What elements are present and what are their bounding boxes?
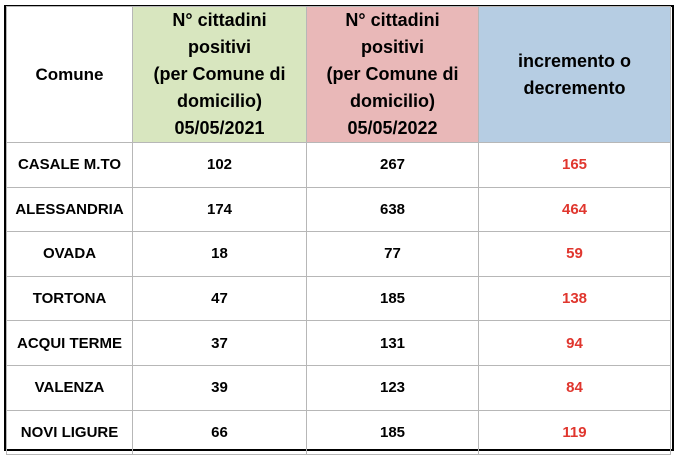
table-row: CASALE M.TO 102 267 165 xyxy=(6,142,671,188)
header-2021: N° cittadini positivi (per Comune di dom… xyxy=(132,6,307,143)
table-row: VALENZA 39 123 84 xyxy=(6,364,671,411)
cell-2022: 185 xyxy=(306,409,479,456)
cell-comune: ALESSANDRIA xyxy=(6,186,133,233)
cell-comune: ACQUI TERME xyxy=(6,320,133,366)
cell-comune: NOVI LIGURE xyxy=(6,409,133,456)
header-delta: incremento o decremento xyxy=(478,6,671,143)
cell-2022: 185 xyxy=(306,275,479,322)
header-line: 05/05/2021 xyxy=(174,118,265,138)
cell-delta: 464 xyxy=(478,186,671,233)
cell-2022: 77 xyxy=(306,231,479,277)
cell-2021: 47 xyxy=(132,275,307,322)
positivi-table: Comune N° cittadini positivi (per Comune… xyxy=(6,6,671,456)
header-line: (per Comune di xyxy=(326,64,459,84)
header-comune: Comune xyxy=(6,6,133,143)
table-row: ALESSANDRIA 174 638 464 xyxy=(6,186,671,233)
cell-2021: 39 xyxy=(132,364,307,411)
cell-comune: OVADA xyxy=(6,231,133,277)
cell-comune: VALENZA xyxy=(6,364,133,411)
cell-2022: 267 xyxy=(306,142,479,188)
cell-delta: 94 xyxy=(478,320,671,366)
header-line: (per Comune di xyxy=(153,64,286,84)
cell-delta: 59 xyxy=(478,231,671,277)
header-line: domicilio) xyxy=(177,91,262,111)
header-line: 05/05/2022 xyxy=(347,118,438,138)
header-2022: N° cittadini positivi (per Comune di dom… xyxy=(306,6,479,143)
header-line: incremento o xyxy=(517,50,632,71)
cell-comune: CASALE M.TO xyxy=(6,142,133,188)
header-line: domicilio) xyxy=(350,91,435,111)
table-row: NOVI LIGURE 66 185 119 xyxy=(6,409,671,456)
cell-2022: 131 xyxy=(306,320,479,366)
header-line: positivi xyxy=(187,37,251,57)
header-row: Comune N° cittadini positivi (per Comune… xyxy=(6,6,671,143)
cell-2022: 638 xyxy=(306,186,479,233)
cell-delta: 165 xyxy=(478,142,671,188)
header-line: decremento xyxy=(523,77,626,98)
cell-2021: 66 xyxy=(132,409,307,456)
cell-2021: 102 xyxy=(132,142,307,188)
cell-2021: 37 xyxy=(132,320,307,366)
header-line: positivi xyxy=(360,37,424,57)
table-row: OVADA 18 77 59 xyxy=(6,231,671,277)
header-line: N° cittadini xyxy=(345,10,440,30)
cell-2022: 123 xyxy=(306,364,479,411)
table-row: TORTONA 47 185 138 xyxy=(6,275,671,322)
cell-delta: 119 xyxy=(478,409,671,456)
header-line: Comune xyxy=(35,65,104,84)
table-row: ACQUI TERME 37 131 94 xyxy=(6,320,671,366)
cell-2021: 18 xyxy=(132,231,307,277)
header-line: N° cittadini xyxy=(172,10,267,30)
cell-delta: 84 xyxy=(478,364,671,411)
cell-2021: 174 xyxy=(132,186,307,233)
cell-delta: 138 xyxy=(478,275,671,322)
cell-comune: TORTONA xyxy=(6,275,133,322)
